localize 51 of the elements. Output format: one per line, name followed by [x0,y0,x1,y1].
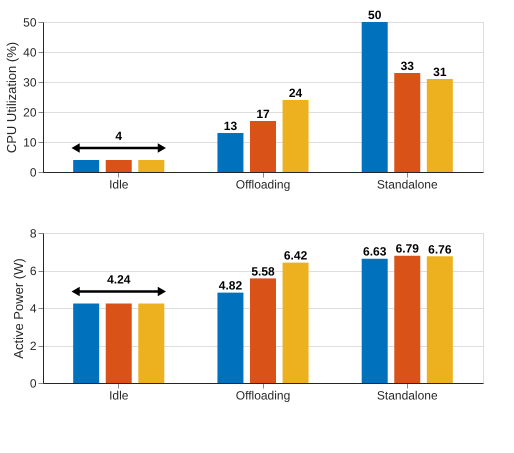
data-label: 31 [433,65,447,79]
data-label: 24 [288,86,303,100]
bar [250,278,276,383]
annotation: 4 [115,129,122,143]
y-axis-title: Active Power (W) [10,258,26,359]
bar [426,79,453,172]
bar [138,304,164,383]
bar [217,133,244,172]
data-label: 33 [400,59,414,73]
data-label: 6.63 [363,244,387,259]
bar [282,262,309,383]
bar [394,256,420,383]
bar [250,121,276,172]
x-tick-label: Offloading [236,388,290,402]
bar [426,256,453,383]
y-tick-label: 30 [23,76,37,90]
data-label: 6.76 [428,242,452,256]
x-tick-label: Idle [109,178,129,192]
y-tick-label: 20 [23,106,37,120]
y-tick-label: 0 [30,166,37,180]
bar [282,100,309,172]
bar [106,304,132,383]
y-tick-label: 6 [30,264,37,278]
y-axis-title: CPU Utilization (%) [4,42,20,154]
y-tick-label: 10 [23,136,37,150]
bar [73,304,100,383]
bar [73,160,100,172]
bar [217,292,244,383]
data-label: 6.79 [396,242,420,256]
y-tick-label: 50 [23,16,37,30]
x-tick-label: Standalone [376,388,438,402]
data-label: 6.42 [284,248,308,263]
y-tick-label: 8 [30,226,37,240]
data-label: 5.58 [251,264,275,278]
bar [394,73,420,172]
x-tick-label: Offloading [236,178,290,192]
bar [362,258,388,383]
data-label: 4.82 [218,278,242,293]
bar [138,160,164,172]
data-label: 17 [256,107,270,121]
x-tick-label: Standalone [376,178,438,192]
y-tick-label: 40 [23,46,37,60]
y-tick-label: 4 [30,302,37,316]
data-label: 13 [224,119,238,133]
y-tick-label: 2 [30,339,37,353]
bar [106,160,132,172]
annotation: 4.24 [107,272,131,286]
bar [362,22,388,172]
y-tick-label: 0 [30,376,37,390]
data-label: 50 [368,8,382,22]
x-tick-label: Idle [109,388,129,402]
